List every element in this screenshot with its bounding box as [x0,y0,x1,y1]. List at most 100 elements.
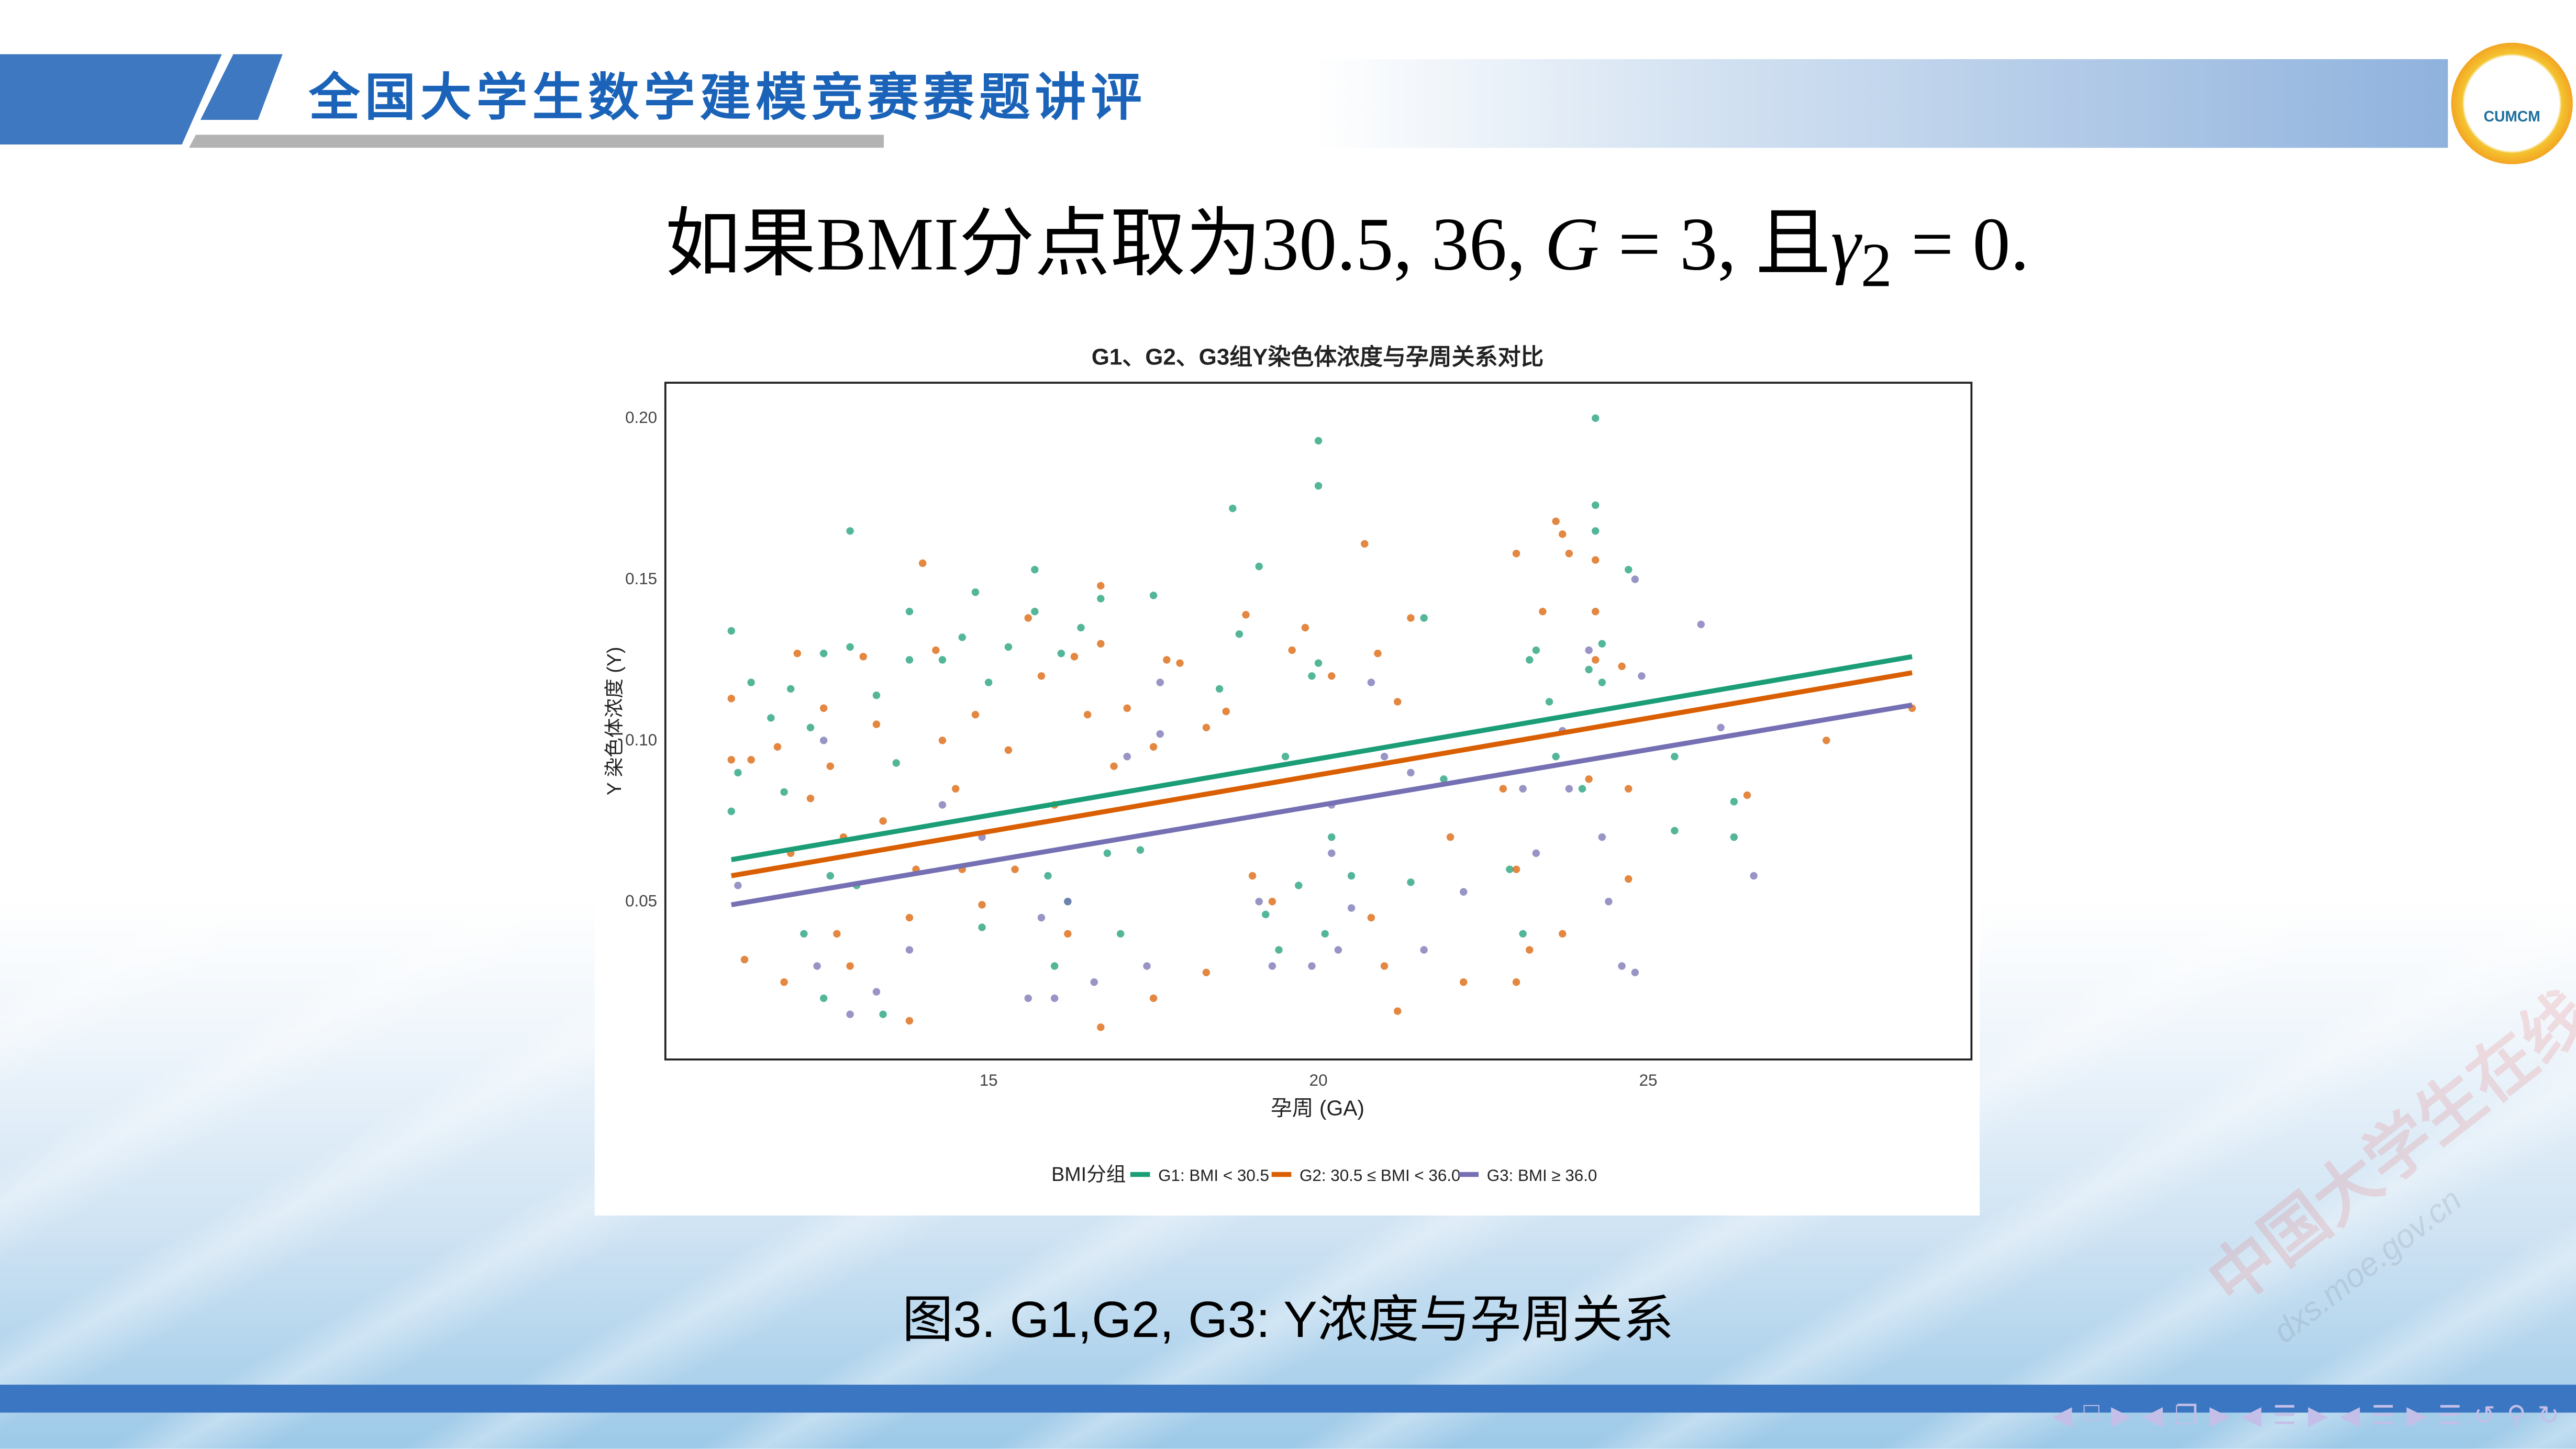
data-point-g1 [819,994,828,1002]
outline-icon[interactable]: ☰ [2371,1402,2395,1431]
data-point-g1 [1149,592,1158,599]
back-icon[interactable]: ↺ [2473,1402,2495,1431]
data-point-g1 [905,607,914,616]
data-point-g2 [846,962,854,970]
data-point-g3 [1631,575,1639,583]
data-point-g3 [1367,678,1375,686]
data-point-g3 [1037,913,1046,922]
legend: BMI分组 G1: BMI < 30.5 G2: 30.5 ≤ BMI < 36.0… [1051,1163,1597,1185]
data-point-g3 [1532,849,1540,857]
data-point-g2 [1394,698,1402,706]
data-point-g1 [1407,878,1415,886]
arrow-left-icon[interactable]: ◀ [2339,1402,2360,1431]
data-point-g1 [1440,775,1448,783]
x-tick-label: 25 [1639,1071,1658,1089]
trend-line-g2 [730,670,1913,878]
arrow-left-icon[interactable]: ◀ [2142,1402,2163,1431]
data-point-g3 [1334,946,1342,954]
y-axis-label: Y 染色体浓度 (Y) [603,647,625,796]
data-point-g2 [780,978,788,986]
data-point-g2 [905,913,914,922]
data-point-g3 [846,1010,854,1018]
data-point-g2 [1301,623,1309,632]
data-point-g1 [905,656,914,664]
data-point-g1 [1097,595,1105,603]
data-point-g2 [1374,649,1382,657]
arrow-right-icon[interactable]: ▶ [2111,1402,2131,1431]
forward-icon[interactable]: ↻ [2537,1402,2560,1431]
data-point-g3 [1519,785,1527,793]
data-point-g2 [1552,517,1560,526]
data-point-g3 [1123,752,1131,761]
data-point-g1 [1281,752,1290,761]
heading-g: G [1545,202,1600,286]
data-point-g1 [800,930,808,938]
arrow-left-icon[interactable]: ◀ [2241,1402,2262,1431]
figure-caption: 图3. G1,G2, G3: Y浓度与孕周关系 [902,1291,1674,1349]
data-point-g2 [1512,550,1520,558]
heading-subscript: 2 [1860,232,1892,301]
data-point-g2 [938,737,947,744]
data-point-g1 [1031,607,1039,616]
section-icon[interactable]: ☰ [2273,1402,2297,1431]
plot-panel [664,382,1973,1061]
data-point-g2 [1367,913,1375,922]
arrow-right-icon[interactable]: ▶ [2406,1402,2427,1431]
arrow-left-icon[interactable]: ◀ [2051,1402,2072,1431]
data-point-g2 [1380,962,1389,970]
data-point-g3 [1050,994,1059,1002]
data-point-g1 [1328,833,1336,841]
data-point-g3 [905,946,914,954]
data-point-g2 [1222,707,1230,716]
data-point-g1 [1598,640,1606,648]
data-point-g1 [1229,504,1237,512]
data-point-g1 [1730,833,1738,841]
data-point-g1 [1308,672,1316,680]
frame-icon[interactable]: □ [2083,1399,2100,1428]
heading-text: 如果BMI分点取为30.5, 36, [665,202,1545,286]
data-point-g1 [1671,827,1679,835]
data-point-g3 [1750,872,1758,880]
data-point-g1 [1136,846,1145,854]
data-point-g2 [1512,865,1520,873]
data-point-g1 [1578,785,1586,793]
data-point-g3 [1717,723,1725,732]
data-point-g3 [1380,752,1389,761]
data-point-g1 [1314,482,1323,490]
data-point-g2 [1446,833,1454,841]
header-underline [188,135,884,148]
data-point-g1 [1545,698,1553,706]
data-point-g3 [1308,962,1316,970]
subsection-icon[interactable]: ❐ [2174,1402,2198,1431]
data-point-g2 [1004,746,1013,754]
data-point-g1 [1519,930,1527,938]
arrow-right-icon[interactable]: ▶ [2308,1402,2328,1431]
data-point-g2 [1248,872,1257,880]
data-point-g2 [1526,946,1534,954]
data-point-g2 [1149,743,1158,751]
data-point-g2 [1539,607,1547,616]
data-point-g1 [1116,930,1125,938]
data-point-g1 [819,649,828,657]
x-tick-label: 15 [980,1071,998,1089]
x-axis-label: 孕周 (GA) [1271,1096,1364,1120]
data-point-g3 [1328,849,1336,857]
data-point-g3 [1697,620,1705,629]
data-point-g3 [872,988,881,996]
data-point-g1 [1314,437,1323,445]
data-point-g2 [833,930,841,938]
data-point-g2 [1024,614,1032,622]
data-point-g1 [1506,865,1514,873]
data-point-g2 [1097,1023,1105,1031]
arrow-right-icon[interactable]: ▶ [2209,1402,2230,1431]
search-icon[interactable]: ⚲ [2506,1402,2526,1431]
data-point-g1 [727,807,736,816]
toc-icon[interactable]: ☰ [2438,1402,2462,1431]
data-point-g3 [1156,678,1164,686]
data-point-g1 [1255,562,1263,571]
data-point-g2 [1202,723,1211,732]
y-tick-label: 0.05 [625,892,657,910]
scatter-chart: G1、G2、G3组Y染色体浓度与孕周关系对比 15 20 25 0.05 0.10 0.1… [603,344,1973,1185]
data-point-g1 [1420,614,1428,622]
